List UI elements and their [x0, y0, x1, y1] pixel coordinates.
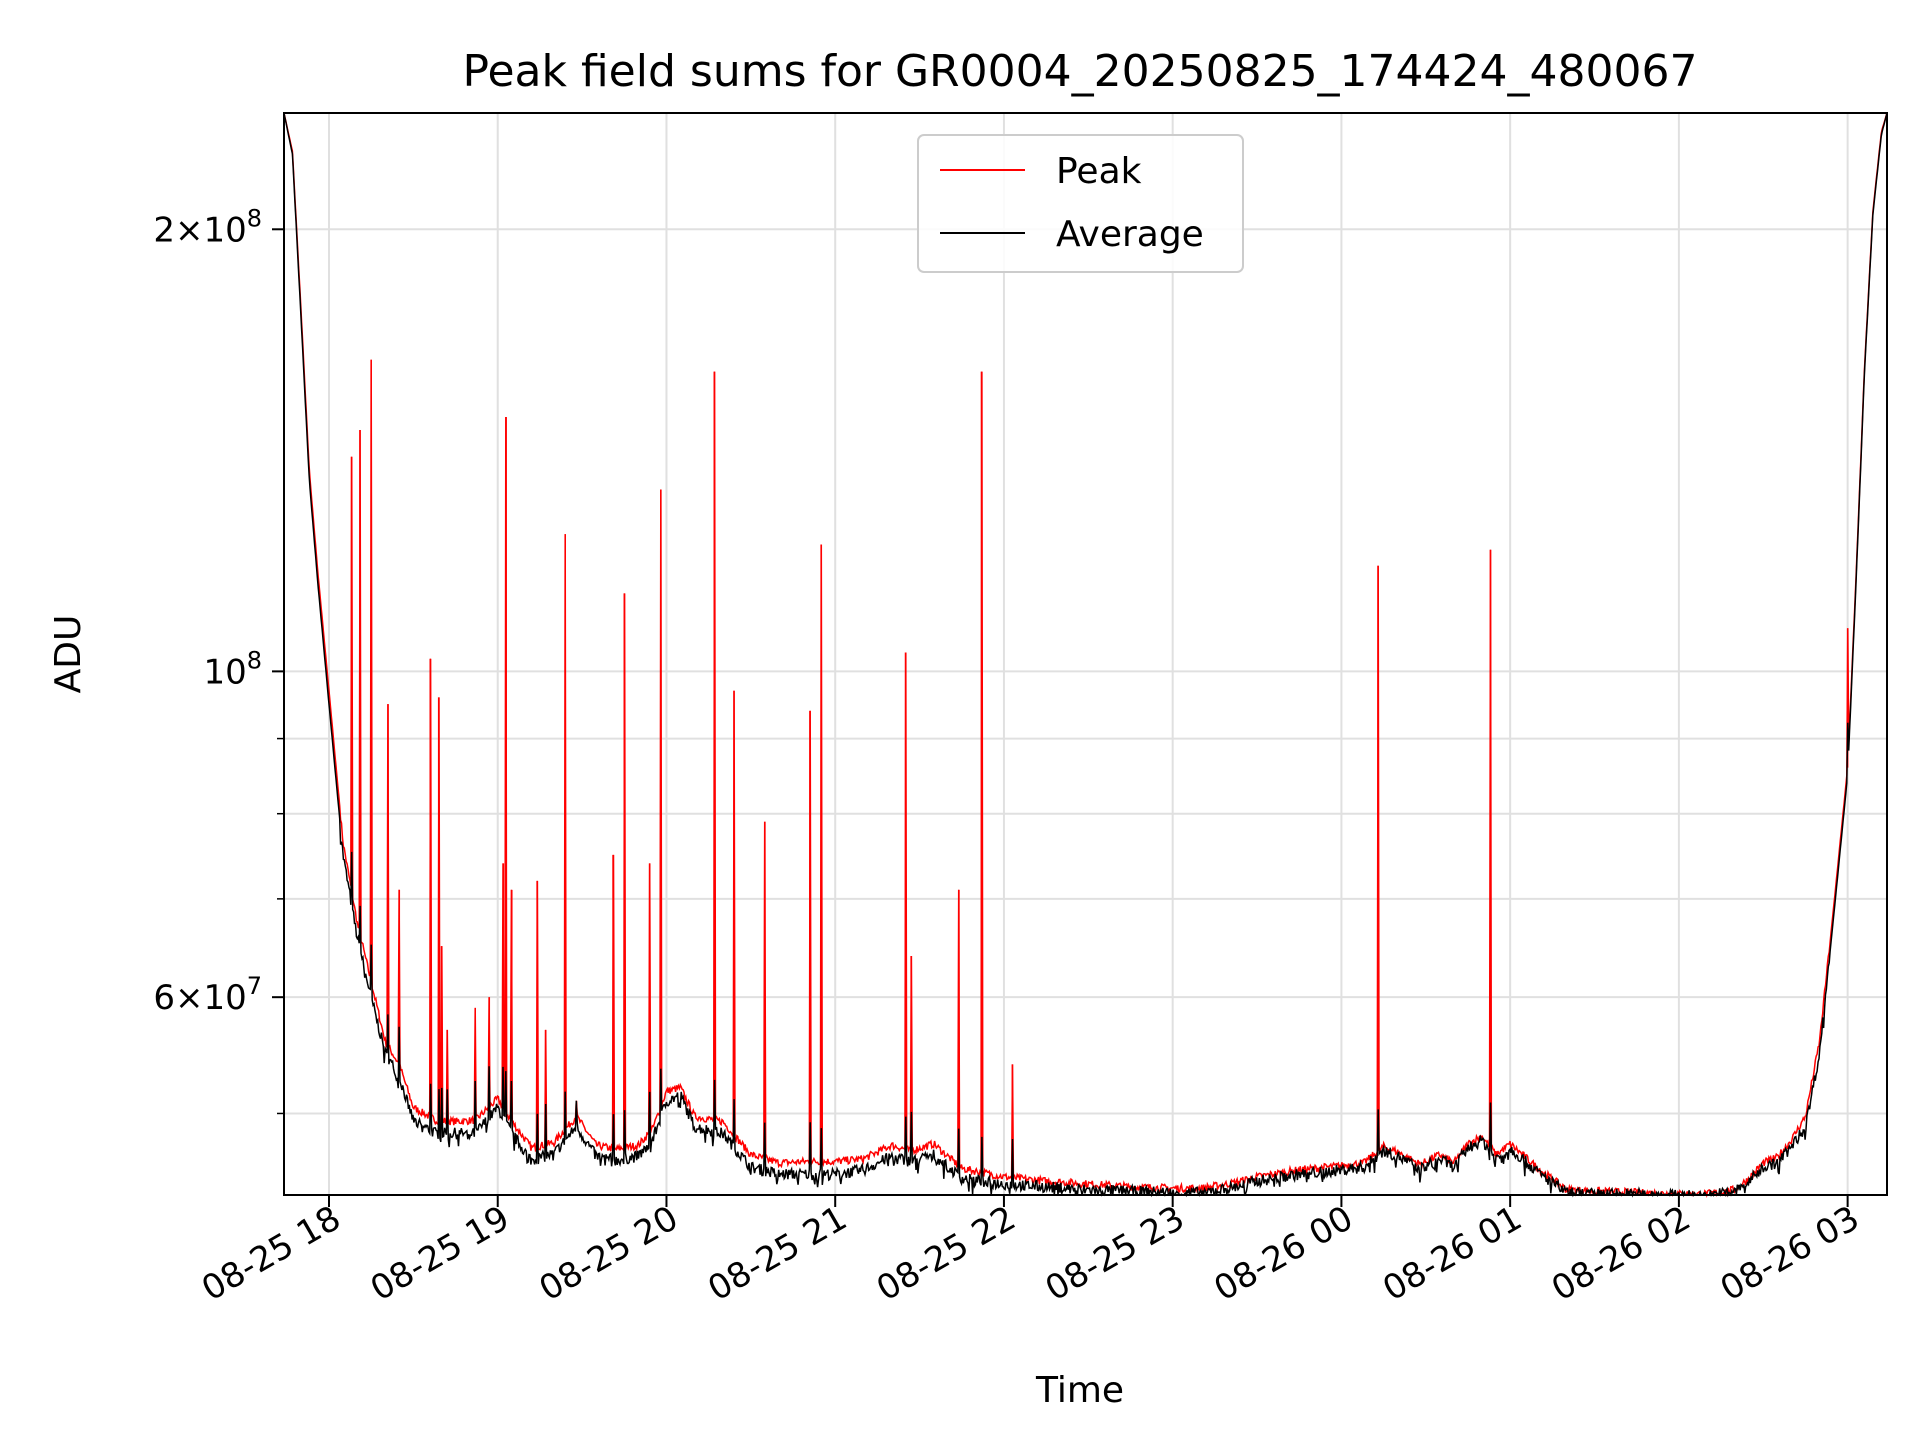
x-tick-label: 08-26 00 [1208, 1198, 1360, 1309]
chart-title: Peak field sums for GR0004_20250825_1744… [463, 46, 1698, 97]
legend-label-average: Average [1056, 214, 1204, 255]
x-axis-label: Time [1035, 1370, 1124, 1411]
peak-line [283, 112, 1888, 1198]
x-tick-label: 08-25 23 [1039, 1198, 1191, 1309]
x-tick-label: 08-25 21 [701, 1198, 853, 1309]
plot-area-frame [283, 112, 1888, 1196]
average-line [283, 112, 1888, 1198]
series-peak-line [283, 112, 1888, 1198]
y-tick-label: 2×108 [153, 204, 262, 250]
y-tick-label: 6×107 [153, 972, 262, 1018]
series-average-line [283, 112, 1888, 1198]
y-axis: 6×107 108 2×108 [153, 204, 284, 1115]
x-tick-label: 08-26 01 [1376, 1198, 1528, 1309]
grid [284, 113, 1887, 1195]
x-axis: 08-25 18 08-25 19 08-25 20 08-25 21 08-25 22… [195, 1195, 1866, 1309]
x-tick-label: 08-25 20 [533, 1198, 685, 1309]
x-tick-label: 08-25 19 [364, 1198, 516, 1309]
legend-label-peak: Peak [1056, 151, 1142, 192]
legend: Peak Average [917, 134, 1244, 273]
y-axis-label: ADU [48, 615, 89, 694]
x-tick-label: 08-26 03 [1714, 1198, 1866, 1309]
y-tick-label: 108 [203, 646, 262, 692]
x-tick-label: 08-26 02 [1545, 1198, 1697, 1309]
x-tick-label: 08-25 22 [870, 1198, 1022, 1309]
x-tick-label: 08-25 18 [195, 1198, 347, 1309]
